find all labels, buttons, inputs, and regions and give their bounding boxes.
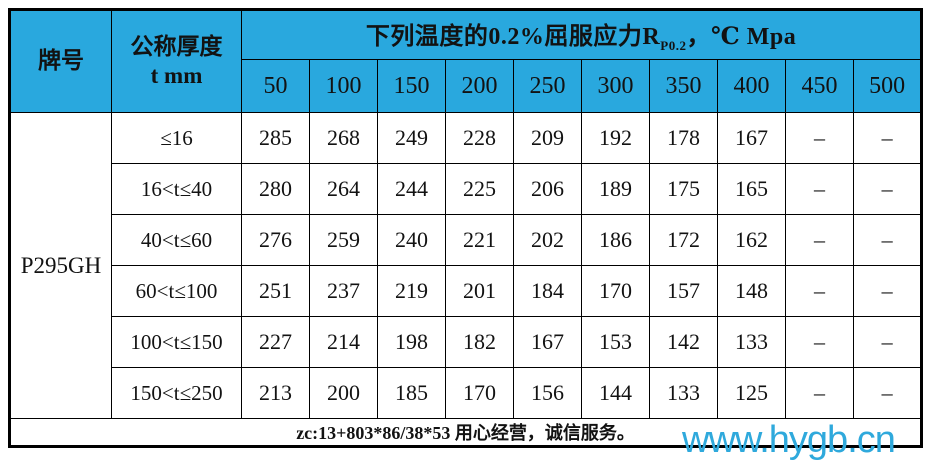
temp-header-50: 50 (241, 59, 310, 113)
cell-value: 165 (717, 163, 786, 215)
thickness-value: 100<t≤150 (111, 316, 242, 368)
table-title: 下列温度的0.2%屈服应力RP0.2，℃ Mpa (240, 9, 923, 60)
cell-value: 192 (581, 112, 650, 164)
title-subscript: P0.2 (660, 37, 687, 53)
cell-value: 133 (649, 367, 718, 419)
cell-value: 276 (241, 214, 310, 266)
cell-value: 202 (513, 214, 582, 266)
cell-value: – (785, 112, 854, 164)
table-row: 150<t≤250 213 200 185 170 156 144 133 12… (10, 367, 923, 419)
cell-value: 268 (309, 112, 378, 164)
thickness-value: 60<t≤100 (111, 265, 242, 317)
brand-value: P295GH (9, 112, 112, 419)
cell-value: 157 (649, 265, 718, 317)
cell-value: – (852, 367, 923, 419)
cell-value: 167 (513, 316, 582, 368)
cell-value: 182 (445, 316, 514, 368)
watermark-logo: www.hygb.cn (682, 419, 896, 461)
cell-value: 201 (445, 265, 514, 317)
thickness-column-header: 公称厚度 t mm (111, 9, 242, 113)
thickness-value: ≤16 (111, 112, 242, 164)
temp-header-200: 200 (445, 59, 514, 113)
cell-value: 200 (309, 367, 378, 419)
cell-value: – (852, 112, 923, 164)
table-row: 100<t≤150 227 214 198 182 167 153 142 13… (10, 316, 923, 368)
temperature-header-row: 50 100 150 200 250 300 350 400 450 500 (10, 59, 923, 113)
cell-value: – (785, 265, 854, 317)
cell-value: 221 (445, 214, 514, 266)
cell-value: – (852, 163, 923, 215)
title-units: ，℃ Mpa (686, 24, 797, 51)
temp-header-400: 400 (717, 59, 786, 113)
temp-header-350: 350 (649, 59, 718, 113)
cell-value: 240 (377, 214, 446, 266)
temp-header-100: 100 (309, 59, 378, 113)
thickness-value: 150<t≤250 (111, 367, 242, 419)
temp-header-500: 500 (852, 59, 923, 113)
cell-value: 167 (717, 112, 786, 164)
cell-value: 142 (649, 316, 718, 368)
cell-value: 162 (717, 214, 786, 266)
cell-value: – (785, 367, 854, 419)
cell-value: 251 (241, 265, 310, 317)
temp-header-250: 250 (513, 59, 582, 113)
cell-value: – (852, 214, 923, 266)
cell-value: 227 (241, 316, 310, 368)
cell-value: 249 (377, 112, 446, 164)
thickness-header-line2: t mm (150, 62, 203, 88)
cell-value: – (852, 316, 923, 368)
cell-value: 170 (445, 367, 514, 419)
cell-value: 189 (581, 163, 650, 215)
cell-value: 185 (377, 367, 446, 419)
cell-value: 153 (581, 316, 650, 368)
cell-value: 264 (309, 163, 378, 215)
table-row: P295GH ≤16 285 268 249 228 209 192 178 1… (9, 112, 923, 419)
cell-value: 175 (649, 163, 718, 215)
cell-value: 170 (581, 265, 650, 317)
cell-value: 206 (513, 163, 582, 215)
cell-value: 198 (377, 316, 446, 368)
cell-value: 133 (717, 316, 786, 368)
table-row: 60<t≤100 251 237 219 201 184 170 157 148… (10, 265, 923, 317)
cell-value: 214 (309, 316, 378, 368)
yield-strength-table: 牌号 公称厚度 t mm 下列温度的0.2%屈服应力RP0.2，℃ Mpa 50… (8, 8, 924, 448)
temp-header-450: 450 (785, 59, 854, 113)
table-row: 16<t≤40 280 264 244 225 206 189 175 165 … (10, 163, 923, 215)
cell-value: 184 (513, 265, 582, 317)
cell-value: 178 (649, 112, 718, 164)
cell-value: 219 (377, 265, 446, 317)
thickness-value: 16<t≤40 (111, 163, 242, 215)
cell-value: 244 (377, 163, 446, 215)
cell-value: 186 (581, 214, 650, 266)
cell-value: 225 (445, 163, 514, 215)
title-text: 下列温度的0.2%屈服应力R (365, 24, 661, 51)
cell-value: 148 (717, 265, 786, 317)
cell-value: 213 (241, 367, 310, 419)
cell-value: 156 (513, 367, 582, 419)
cell-value: 285 (241, 112, 310, 164)
temp-header-150: 150 (377, 59, 446, 113)
cell-value: 172 (649, 214, 718, 266)
cell-value: – (785, 214, 854, 266)
cell-value: 125 (717, 367, 786, 419)
thickness-header-line1: 公称厚度 (130, 33, 223, 59)
thickness-value: 40<t≤60 (111, 214, 242, 266)
table-row: 40<t≤60 276 259 240 221 202 186 172 162 … (10, 214, 923, 266)
cell-value: 228 (445, 112, 514, 164)
brand-column-header: 牌号 (9, 9, 112, 113)
cell-value: 237 (309, 265, 378, 317)
cell-value: – (852, 265, 923, 317)
cell-value: – (785, 163, 854, 215)
cell-value: 259 (309, 214, 378, 266)
cell-value: 144 (581, 367, 650, 419)
footer-row: zc:13+803*86/38*53 用心经营，诚信服务。 (8, 418, 923, 447)
cell-value: 280 (241, 163, 310, 215)
footer-contact-text: zc:13+803*86/38*53 用心经营，诚信服务。 (8, 418, 923, 447)
cell-value: 209 (513, 112, 582, 164)
cell-value: – (785, 316, 854, 368)
temp-header-300: 300 (581, 59, 650, 113)
